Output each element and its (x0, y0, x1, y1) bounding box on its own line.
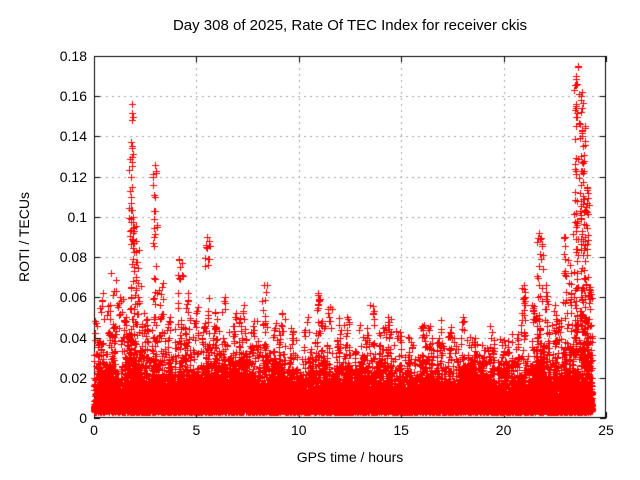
y-tick-label: 0.12 (59, 168, 87, 185)
y-tick-label: 0.18 (59, 48, 87, 64)
chart-title: Day 308 of 2025, Rate Of TEC Index for r… (172, 17, 528, 34)
x-tick-label: 10 (291, 422, 307, 438)
y-tick-label: 0.08 (59, 249, 87, 266)
x-tick-label: 0 (90, 422, 98, 438)
y-tick-label: 0.06 (59, 289, 87, 306)
x-tick-label: 25 (598, 422, 614, 438)
y-tick-label: 0 (79, 410, 87, 426)
y-tick-label: 0.16 (59, 88, 87, 105)
x-tick-label: 5 (192, 422, 201, 438)
y-tick-label: 0.02 (59, 369, 87, 386)
x-tick-label: 15 (393, 422, 409, 438)
x-tick-label: 20 (495, 422, 512, 438)
x-axis-label: GPS time / hours (296, 449, 404, 465)
y-axis-label: ROTI / TECUs (16, 192, 32, 282)
y-tick-label: 0.14 (59, 128, 87, 145)
y-tick-label: 0.1 (67, 208, 87, 225)
y-tick-label: 0.04 (59, 329, 87, 346)
